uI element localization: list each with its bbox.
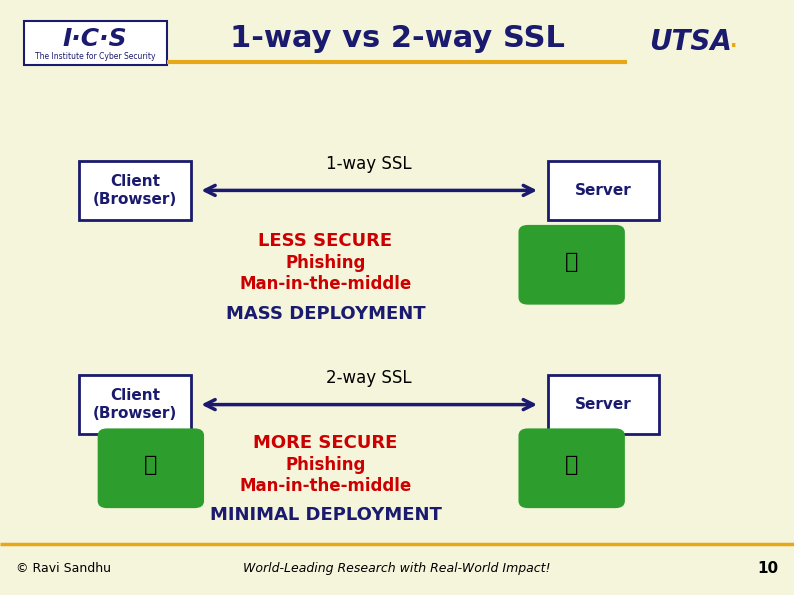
Text: Phishing: Phishing [285,254,366,272]
Text: MINIMAL DEPLOYMENT: MINIMAL DEPLOYMENT [210,506,441,524]
FancyBboxPatch shape [98,428,204,508]
FancyBboxPatch shape [518,428,625,508]
Text: 🔑: 🔑 [565,455,578,475]
Text: I·C·S: I·C·S [63,27,128,51]
FancyBboxPatch shape [24,21,167,65]
Text: LESS SECURE: LESS SECURE [259,232,392,250]
FancyBboxPatch shape [79,375,191,434]
Text: 🔑: 🔑 [145,455,157,475]
Text: Phishing: Phishing [285,456,366,474]
Text: World-Leading Research with Real-World Impact!: World-Leading Research with Real-World I… [243,562,551,575]
Text: 1-way vs 2-way SSL: 1-way vs 2-way SSL [229,24,565,53]
Text: Man-in-the-middle: Man-in-the-middle [240,275,411,293]
FancyBboxPatch shape [79,161,191,220]
Text: Client
(Browser): Client (Browser) [93,174,177,206]
Text: © Ravi Sandhu: © Ravi Sandhu [16,562,111,575]
Text: Man-in-the-middle: Man-in-the-middle [240,477,411,495]
Text: Server: Server [575,183,632,198]
FancyBboxPatch shape [548,375,659,434]
Text: UTSA: UTSA [649,27,732,56]
Text: Client
(Browser): Client (Browser) [93,389,177,421]
Text: 🔑: 🔑 [565,252,578,272]
Text: 1-way SSL: 1-way SSL [326,155,412,173]
FancyBboxPatch shape [518,225,625,305]
Text: The Institute for Cyber Security: The Institute for Cyber Security [35,52,156,61]
Text: 10: 10 [757,560,778,576]
Text: 2-way SSL: 2-way SSL [326,369,412,387]
Text: MASS DEPLOYMENT: MASS DEPLOYMENT [225,305,426,323]
FancyBboxPatch shape [548,161,659,220]
Text: Server: Server [575,397,632,412]
Text: MORE SECURE: MORE SECURE [253,434,398,452]
Text: .: . [730,32,738,51]
